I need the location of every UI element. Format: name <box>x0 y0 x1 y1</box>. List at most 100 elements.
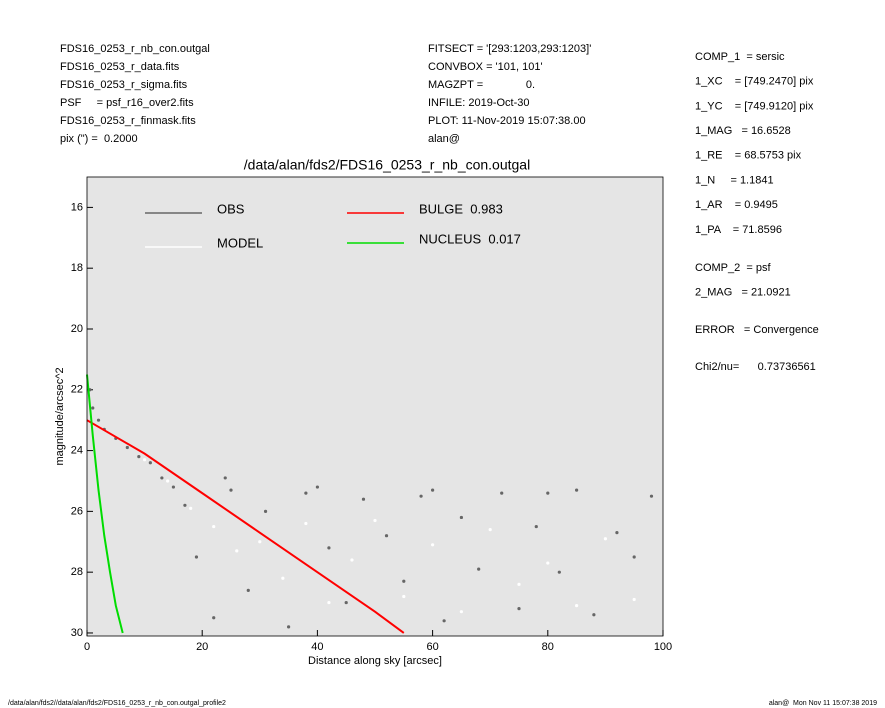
header-line: FITSECT = '[293:1203,293:1203]' <box>428 43 591 55</box>
data-point <box>304 491 308 495</box>
data-point <box>258 540 262 544</box>
header-line: MAGZPT = 0. <box>428 79 535 91</box>
fit-param: COMP_1 = sersic <box>695 51 785 63</box>
plot-frame <box>86 176 664 637</box>
data-point <box>350 558 354 562</box>
fit-param: 1_RE = 68.5753 pix <box>695 150 802 162</box>
data-point <box>194 555 199 559</box>
data-point <box>459 515 463 520</box>
fit-param: ERROR = Convergence <box>695 324 819 336</box>
data-point <box>488 528 492 532</box>
data-point <box>91 406 95 410</box>
fit-param: 1_N = 1.1841 <box>695 174 774 186</box>
data-point <box>96 418 101 422</box>
x-tick-label: 0 <box>84 641 90 653</box>
data-point <box>212 616 216 620</box>
y-tick-label: 26 <box>71 505 83 517</box>
data-point <box>327 600 331 605</box>
header-line: FDS16_0253_r_data.fits <box>60 61 180 73</box>
legend-label: MODEL <box>217 235 263 250</box>
data-point <box>361 497 366 501</box>
footer-left: /data/alan/fds2//data/alan/fds2/FDS16_02… <box>8 700 226 707</box>
data-point <box>263 509 268 513</box>
profile-line <box>86 419 405 634</box>
data-point <box>344 600 348 605</box>
data-point <box>189 506 193 510</box>
y-tick-label: 16 <box>71 201 83 213</box>
header-line: CONVBOX = '101, 101' <box>428 61 543 73</box>
data-point <box>315 485 319 489</box>
profile-line <box>86 374 124 634</box>
data-point <box>327 546 331 550</box>
header-line: PLOT: 11-Nov-2019 15:07:38.00 <box>428 115 586 127</box>
data-point <box>235 549 239 553</box>
x-axis-label: Distance along sky [arcsec] <box>308 655 442 667</box>
data-point <box>500 491 504 495</box>
data-point <box>632 597 636 602</box>
data-point <box>575 604 579 608</box>
data-point <box>160 476 164 480</box>
data-point <box>431 488 435 492</box>
data-point <box>125 445 129 450</box>
fit-param: 1_MAG = 16.6528 <box>695 125 791 137</box>
x-tick-label: 20 <box>196 641 208 653</box>
data-point <box>281 576 285 580</box>
header-line: FDS16_0253_r_finmask.fits <box>60 115 196 127</box>
data-point <box>171 485 175 489</box>
data-point <box>649 494 654 498</box>
x-tick-label: 40 <box>311 641 323 653</box>
fit-param: COMP_2 = psf <box>695 262 771 274</box>
data-point <box>166 479 170 483</box>
header-line: FDS16_0253_r_nb_con.outgal <box>60 43 210 55</box>
data-point <box>373 518 377 523</box>
legend-label: NUCLEUS 0.017 <box>419 231 521 246</box>
data-point <box>431 543 435 547</box>
y-tick-label: 30 <box>71 627 83 639</box>
data-point <box>603 537 608 541</box>
plot-area <box>87 177 663 636</box>
chart-title: /data/alan/fds2/FDS16_0253_r_nb_con.outg… <box>244 157 530 173</box>
data-point <box>459 610 463 614</box>
header-line: PSF = psf_r16_over2.fits <box>60 97 194 109</box>
data-point <box>592 613 596 617</box>
y-tick-label: 20 <box>71 323 83 335</box>
data-point <box>137 455 141 459</box>
y-axis-label: magnitude/arcsec^2 <box>54 367 66 465</box>
data-point <box>575 488 579 492</box>
header-line: INFILE: 2019-Oct-30 <box>428 97 530 109</box>
data-point <box>304 521 308 526</box>
data-point <box>557 570 561 574</box>
data-point <box>615 531 619 535</box>
data-point <box>402 594 406 599</box>
data-point <box>442 619 446 623</box>
fit-param: Chi2/nu= 0.73736561 <box>695 361 816 373</box>
y-tick-label: 18 <box>71 262 83 274</box>
data-point <box>632 555 636 559</box>
data-point <box>183 503 187 507</box>
data-point <box>477 567 481 571</box>
data-point <box>229 488 233 492</box>
y-tick-label: 22 <box>71 384 83 396</box>
header-line: pix (") = 0.2000 <box>60 133 138 145</box>
legend-label: BULGE 0.983 <box>419 201 503 216</box>
y-tick-label: 24 <box>71 444 83 456</box>
data-point <box>546 491 550 495</box>
data-point <box>287 625 291 629</box>
data-point <box>419 494 423 498</box>
fit-param: 1_XC = [749.2470] pix <box>695 76 814 88</box>
footer-right: alan@ Mon Nov 11 15:07:38 2019 <box>769 700 877 707</box>
header-line: alan@ <box>428 133 460 145</box>
header-line: FDS16_0253_r_sigma.fits <box>60 79 188 91</box>
data-point <box>517 582 521 586</box>
data-point <box>212 524 216 529</box>
data-point <box>534 524 538 529</box>
data-point <box>402 579 406 583</box>
data-point <box>143 458 147 462</box>
y-tick-label: 28 <box>71 566 83 578</box>
x-tick-label: 100 <box>654 641 672 653</box>
fit-param: 1_AR = 0.9495 <box>695 199 778 211</box>
data-point <box>546 561 550 565</box>
fit-param: 1_YC = [749.9120] pix <box>695 100 814 112</box>
fit-param: 1_PA = 71.8596 <box>695 224 782 236</box>
